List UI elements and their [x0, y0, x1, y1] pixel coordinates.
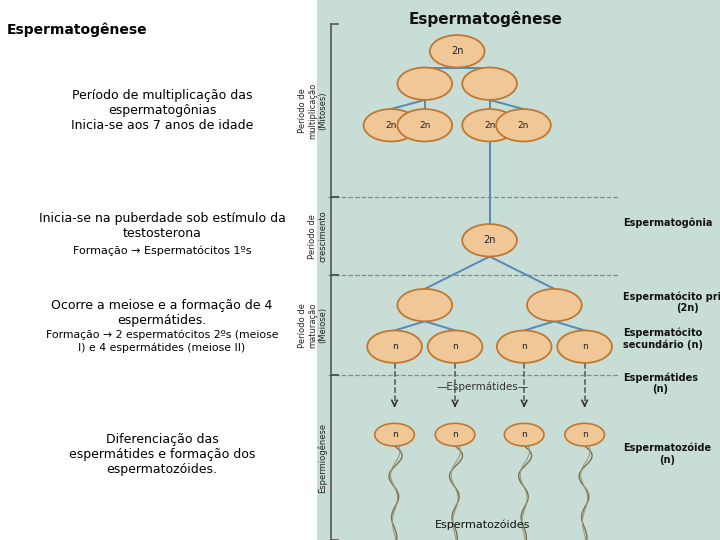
Ellipse shape	[462, 109, 517, 141]
Ellipse shape	[504, 423, 544, 446]
Text: Espermiogênese: Espermiogênese	[318, 423, 328, 492]
Text: Período de multiplicação das
espermatogônias
Inicia-se aos 7 anos de idade: Período de multiplicação das espermatogô…	[71, 89, 253, 132]
Text: 2n: 2n	[385, 121, 397, 130]
Text: Período de
maturação
(Meiose): Período de maturação (Meiose)	[298, 302, 328, 348]
Text: n: n	[452, 430, 458, 439]
Text: Período de
crescimento: Período de crescimento	[308, 211, 328, 262]
Text: Espermatozóide
(n): Espermatozóide (n)	[623, 443, 711, 464]
Ellipse shape	[367, 330, 422, 363]
Text: n: n	[582, 342, 588, 351]
Text: Espermatogênese: Espermatogênese	[409, 11, 563, 27]
Text: 2n: 2n	[451, 46, 464, 56]
Text: 2n: 2n	[484, 121, 495, 130]
Ellipse shape	[462, 224, 517, 256]
Ellipse shape	[497, 330, 552, 363]
Text: n: n	[521, 430, 527, 439]
Text: n: n	[392, 342, 397, 351]
Ellipse shape	[375, 423, 415, 446]
Ellipse shape	[435, 423, 475, 446]
Text: Espermatócito primário
(2n): Espermatócito primário (2n)	[623, 292, 720, 313]
Bar	[317, 0, 720, 540]
Ellipse shape	[462, 68, 517, 100]
Text: Formação → 2 espermatócitos 2ºs (meiose
I) e 4 espermátides (meiose II): Formação → 2 espermatócitos 2ºs (meiose …	[46, 330, 278, 353]
Ellipse shape	[496, 109, 551, 141]
Text: 2n: 2n	[483, 235, 496, 245]
Ellipse shape	[527, 289, 582, 321]
Text: Espermatogônia: Espermatogônia	[623, 218, 712, 228]
Ellipse shape	[565, 423, 604, 446]
Text: Espermatozóides: Espermatozóides	[435, 520, 530, 530]
Ellipse shape	[397, 109, 452, 141]
Ellipse shape	[430, 35, 485, 68]
Ellipse shape	[397, 289, 452, 321]
Text: —Espermátides—: —Espermátides—	[436, 382, 528, 392]
Text: n: n	[582, 430, 588, 439]
Text: Espermatogênese: Espermatogênese	[7, 23, 148, 37]
Text: 2n: 2n	[419, 121, 431, 130]
Ellipse shape	[428, 330, 482, 363]
Text: Espermátides
(n): Espermátides (n)	[623, 373, 698, 394]
Text: 2n: 2n	[518, 121, 529, 130]
Ellipse shape	[397, 68, 452, 100]
Text: n: n	[392, 430, 397, 439]
Text: Espermatócito
secundário (n): Espermatócito secundário (n)	[623, 327, 703, 350]
Text: Formação → Espermatócitos 1ºs: Formação → Espermatócitos 1ºs	[73, 246, 251, 256]
Text: Diferenciação das
espermátides e formação dos
espermatozóides.: Diferenciação das espermátides e formaçã…	[69, 433, 255, 476]
Text: n: n	[452, 342, 458, 351]
Ellipse shape	[557, 330, 612, 363]
Ellipse shape	[364, 109, 418, 141]
Text: n: n	[521, 342, 527, 351]
Text: Ocorre a meiose e a formação de 4
espermátides.: Ocorre a meiose e a formação de 4 esperm…	[51, 299, 273, 327]
Text: Inicia-se na puberdade sob estímulo da
testosterona: Inicia-se na puberdade sob estímulo da t…	[39, 212, 285, 240]
Text: Período de
multiplicação
(Mitoses): Período de multiplicação (Mitoses)	[298, 83, 328, 139]
